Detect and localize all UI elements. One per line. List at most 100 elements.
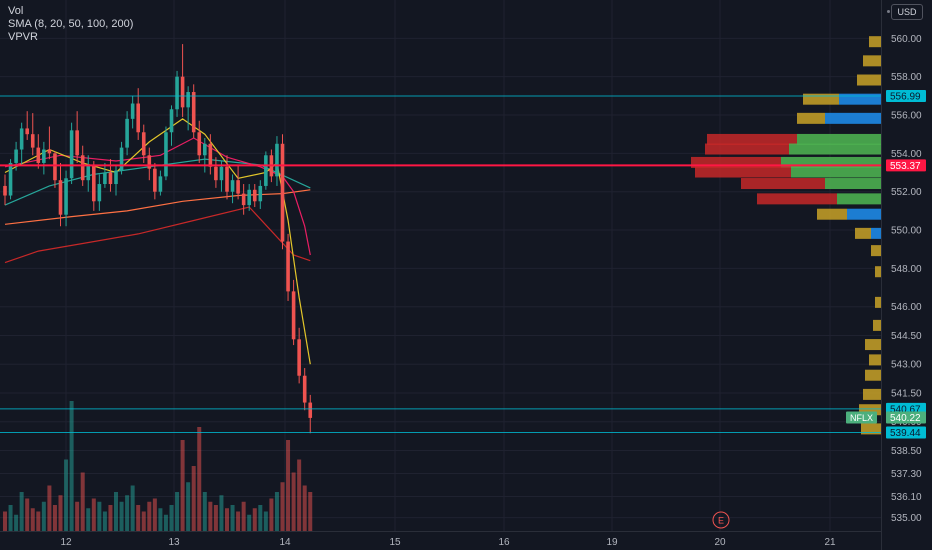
volume-bar: [91, 498, 96, 531]
vpvr-up-bar: [797, 133, 881, 145]
volume-bar: [86, 508, 91, 531]
candle-body: [275, 143, 279, 177]
volume-bar: [58, 495, 63, 531]
volume-bar: [108, 505, 113, 531]
volume-bar: [230, 505, 235, 531]
price-badges: 556.99 553.37 540.67 539.44: [886, 90, 926, 439]
y-tick-label: 544.50: [891, 331, 922, 342]
candle-body: [75, 130, 79, 156]
candle-body: [58, 180, 63, 215]
vpvr-va-bar: [869, 354, 881, 366]
volume-bar: [3, 511, 7, 531]
volume-bar: [247, 514, 252, 531]
volume-bar: [136, 505, 141, 531]
y-tick-label: 558.00: [891, 72, 922, 83]
vpvr-up-bar: [781, 156, 881, 168]
earnings-marker-circle: [712, 511, 730, 529]
candle-body: [219, 166, 224, 181]
candle-body: [203, 143, 207, 156]
volume-bar: [41, 501, 46, 531]
candle-body: [130, 103, 135, 119]
price-badge-label: 556.99: [890, 92, 921, 103]
earnings-marker[interactable]: E: [712, 511, 730, 529]
volume-bar: [269, 498, 274, 531]
candle-body: [25, 128, 29, 135]
price-levels: [0, 95, 881, 433]
y-tick-label: 556.00: [891, 111, 922, 122]
vpvr-down-bar: [741, 178, 825, 190]
vpvr-down-bar: [691, 156, 781, 168]
candle-body: [175, 76, 179, 110]
vpvr-va-bar: [865, 369, 881, 381]
volume-bar: [30, 508, 35, 531]
volume-bar: [286, 440, 291, 531]
vpvr-down-bar: [707, 133, 797, 145]
y-tick-label: 546.00: [891, 302, 922, 313]
last-price-badge-label: 540.22: [890, 413, 921, 424]
symbol-tag-label: NFLX: [850, 413, 873, 423]
vpvr-va-bar: [871, 245, 881, 257]
x-tick-label: 20: [714, 537, 726, 548]
candle-body: [14, 149, 18, 163]
volume-bar: [125, 495, 130, 531]
volume-bar: [64, 459, 69, 531]
candle-body: [186, 92, 190, 108]
earnings-marker-label: E: [718, 516, 724, 526]
volume-bar: [202, 492, 207, 531]
y-tick-label: 560.00: [891, 34, 922, 45]
candle-body: [92, 164, 96, 202]
vpvr-va-bar: [869, 36, 881, 48]
vpvr-up-bar: [791, 166, 881, 178]
candle-body: [141, 132, 146, 156]
price-badge-label: 540.67: [890, 404, 921, 415]
candle-body: [53, 153, 57, 181]
vpvr-up-bar: [789, 143, 881, 155]
vpvr-down-bar: [705, 143, 789, 155]
legend-vpvr[interactable]: VPVR: [8, 31, 38, 43]
candle-body: [86, 164, 91, 181]
x-tick-label: 13: [168, 537, 180, 548]
volume-bar: [158, 508, 163, 531]
candle-body: [191, 92, 196, 133]
volume-bar: [302, 485, 307, 531]
vpvr-up-bar: [825, 178, 881, 190]
volume-bar: [291, 472, 296, 531]
candle-body: [8, 162, 13, 196]
volume-bar: [130, 485, 135, 531]
candle-body: [42, 149, 46, 163]
vpvr-va-bar: [803, 93, 839, 105]
vpvr-profile: [691, 36, 881, 435]
volume-bar: [69, 401, 74, 531]
volume-bar: [97, 501, 102, 531]
candle-body: [169, 109, 174, 133]
candle-body: [302, 375, 307, 403]
vpvr-down-bar: [695, 166, 791, 178]
volume-bar: [141, 511, 146, 531]
y-tick-label: 552.00: [891, 187, 922, 198]
vpvr-up-bar: [839, 93, 881, 105]
volume-bar: [36, 511, 41, 531]
y-tick-label: 554.00: [891, 149, 922, 160]
candle-body: [241, 193, 246, 206]
chart-legend: Vol SMA (8, 20, 50, 100, 200) VPVR: [8, 5, 133, 44]
volume-bar: [258, 505, 263, 531]
currency-label: USD: [897, 7, 917, 17]
volume-bar: [197, 427, 202, 531]
legend-vol[interactable]: Vol: [8, 5, 24, 17]
vpvr-va-bar: [857, 74, 881, 86]
candle-body: [69, 130, 74, 179]
vpvr-up-bar: [825, 112, 881, 124]
candle-body: [36, 147, 41, 163]
y-tick-label: 550.00: [891, 226, 922, 237]
legend-sma[interactable]: SMA (8, 20, 50, 100, 200): [8, 18, 134, 30]
y-tick-label: 536.10: [891, 492, 922, 503]
vpvr-va-bar: [861, 423, 881, 435]
volume-bar: [274, 492, 279, 531]
candle-body: [153, 168, 157, 192]
currency-button[interactable]: USD: [887, 4, 923, 20]
candle-body: [136, 103, 140, 133]
volume-bar: [252, 508, 257, 531]
price-badge-bg: [886, 159, 926, 172]
